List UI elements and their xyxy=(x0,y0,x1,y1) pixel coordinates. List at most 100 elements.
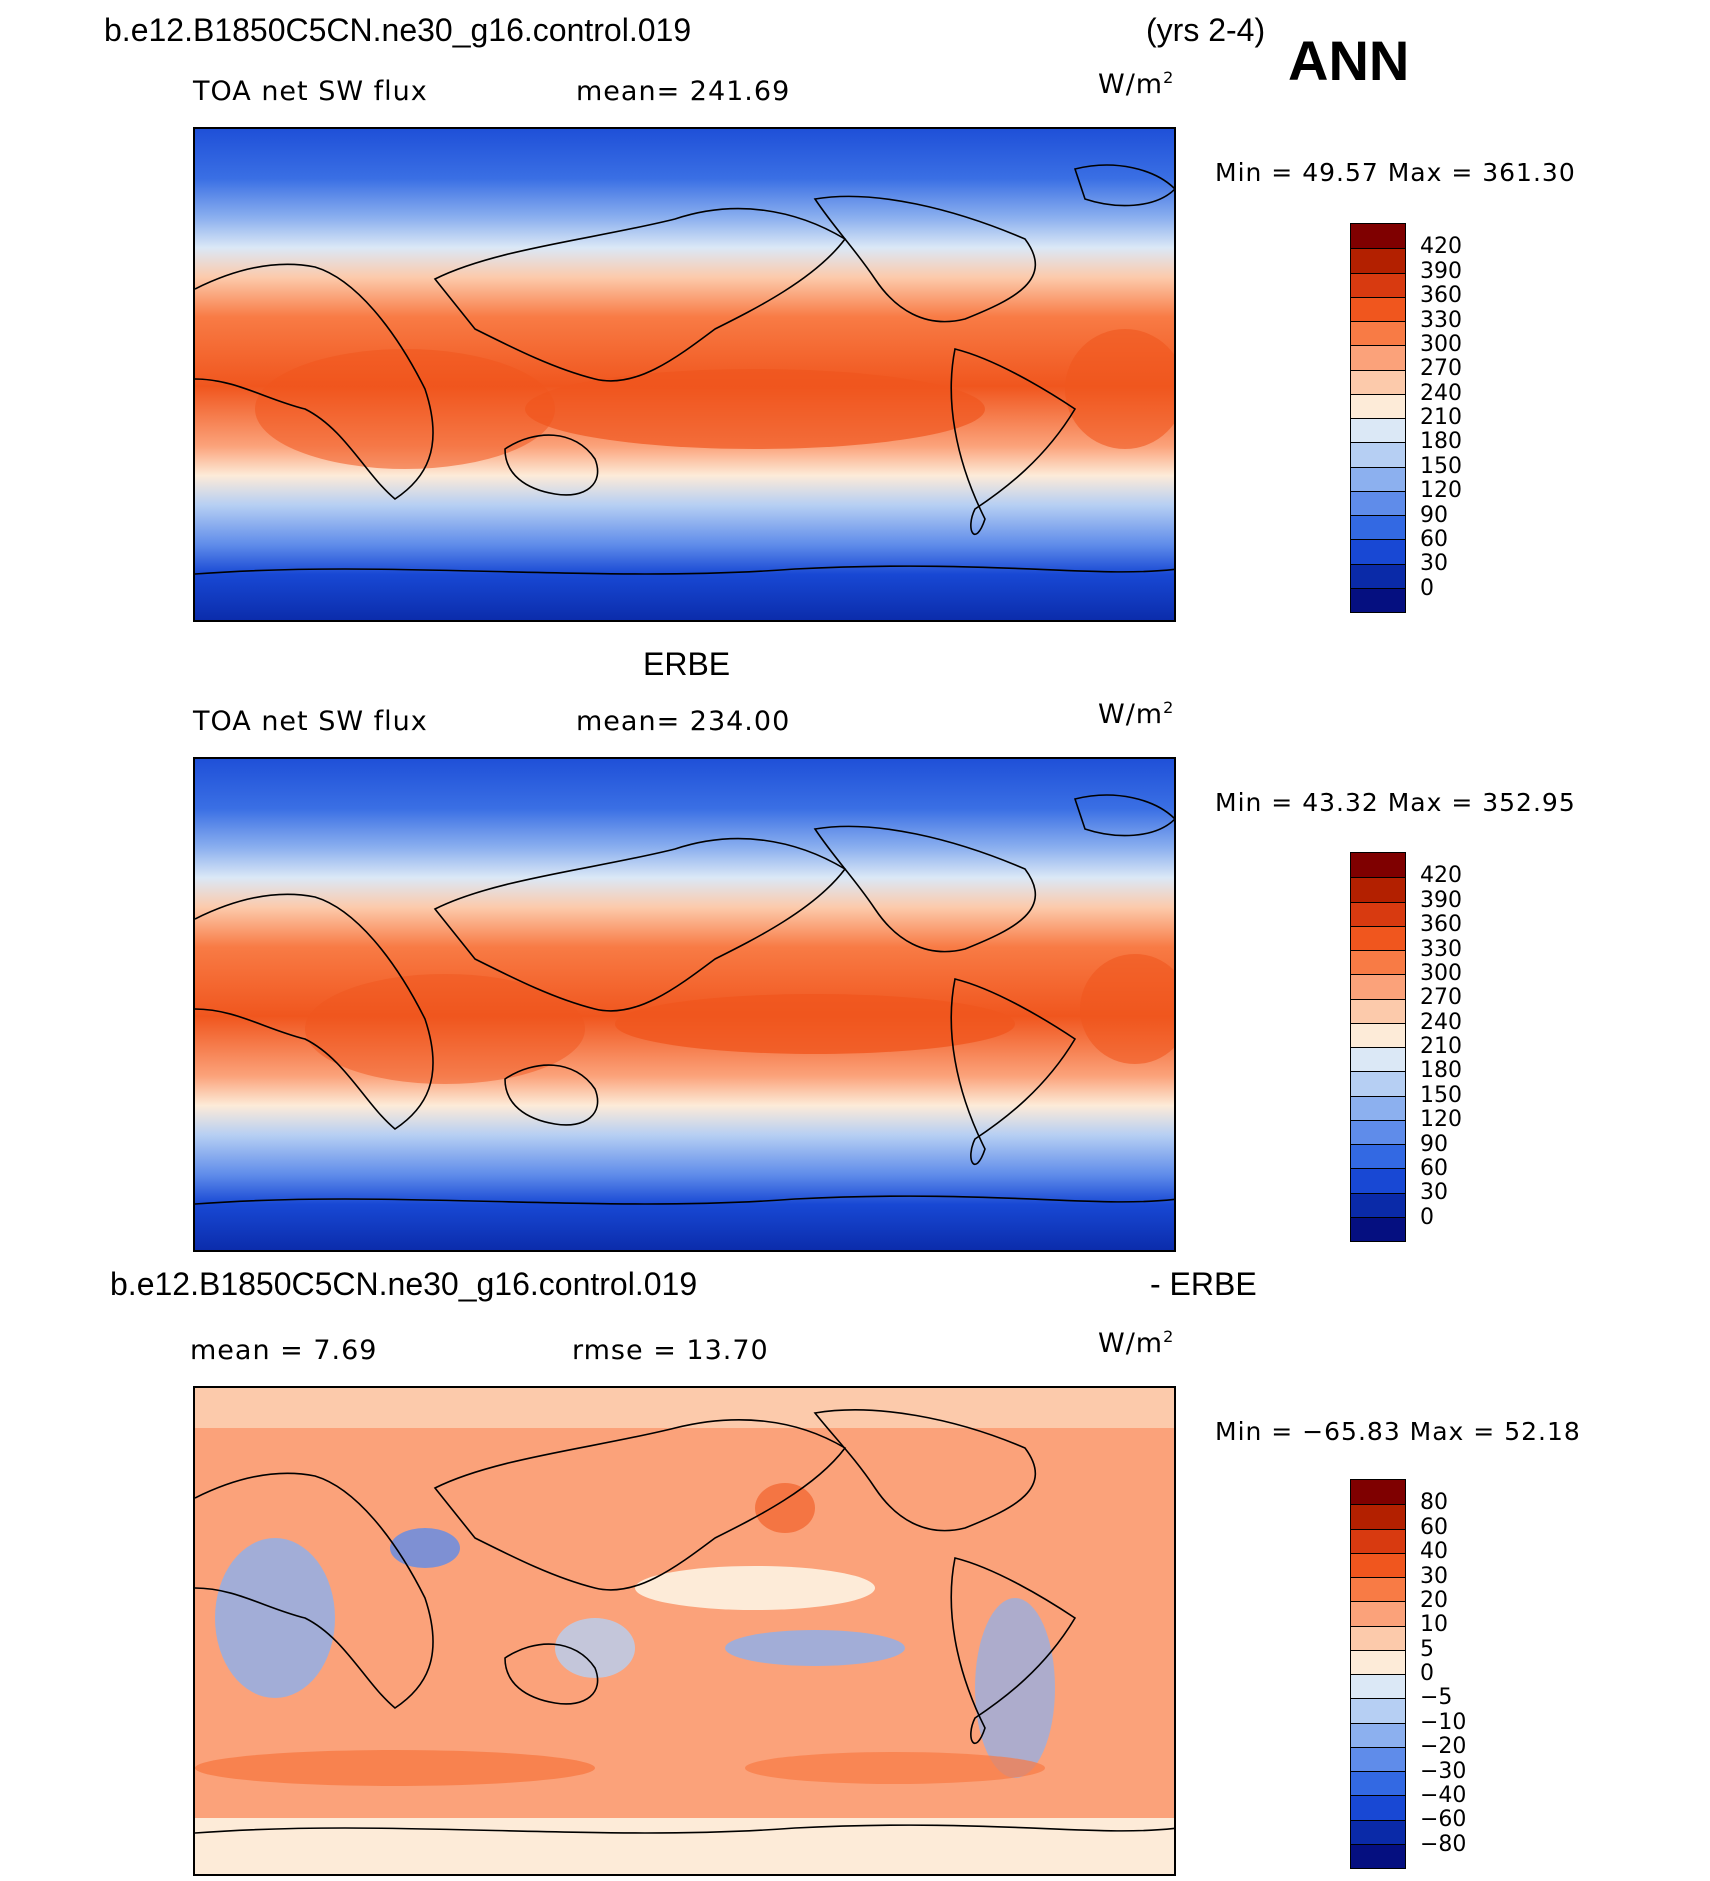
colorbar-swatch xyxy=(1351,321,1405,346)
colorbar-swatch xyxy=(1351,1819,1405,1844)
colorbar-swatch xyxy=(1351,1022,1405,1047)
colorbar-tick-label: 60 xyxy=(1420,526,1448,552)
colorbar-swatch xyxy=(1351,1698,1405,1723)
colorbar-tick-label: 180 xyxy=(1420,1058,1462,1084)
colorbar-swatch xyxy=(1351,950,1405,975)
colorbar-swatch xyxy=(1351,1071,1405,1096)
coastlines xyxy=(195,164,1174,575)
colorbar-swatch xyxy=(1351,1649,1405,1674)
coastlines xyxy=(195,1409,1174,1834)
colorbar-tick-label: 40 xyxy=(1420,1539,1448,1565)
colorbar-swatch xyxy=(1351,925,1405,950)
colorbar-tick-label: 10 xyxy=(1420,1612,1448,1638)
colorbar-tick-label: −30 xyxy=(1420,1758,1467,1784)
colorbar-swatch xyxy=(1351,587,1405,612)
colorbar-diff xyxy=(1350,1479,1406,1869)
colorbar-swatch xyxy=(1351,1843,1405,1868)
colorbar-tick-label: 30 xyxy=(1420,551,1448,577)
colorbar-swatch xyxy=(1351,515,1405,540)
colorbar-tick-label: 180 xyxy=(1420,429,1462,455)
colorbar-tick-label: 240 xyxy=(1420,380,1462,406)
colorbar-swatch xyxy=(1351,1746,1405,1771)
colorbar-tick-label: 240 xyxy=(1420,1009,1462,1035)
colorbar-erbe xyxy=(1350,852,1406,1242)
colorbar-tick-label: 30 xyxy=(1420,1180,1448,1206)
panel3-title-right: - ERBE xyxy=(1150,1266,1257,1302)
panel2-title: ERBE xyxy=(643,646,731,682)
panel2-minmax: Min = 43.32 Max = 352.95 xyxy=(1215,788,1576,817)
colorbar-swatch xyxy=(1351,1795,1405,1820)
colorbar-swatch xyxy=(1351,442,1405,467)
panel2-units: W/m2 xyxy=(1098,698,1175,730)
colorbar-swatch xyxy=(1351,1722,1405,1747)
season-label: ANN xyxy=(1288,29,1410,92)
colorbar-swatch xyxy=(1351,1674,1405,1699)
panel1-mean: mean= 241.69 xyxy=(576,76,791,107)
coastlines xyxy=(195,794,1174,1205)
colorbar-swatch xyxy=(1351,1504,1405,1529)
colorbar-tick-label: 360 xyxy=(1420,283,1462,309)
colorbar-swatch xyxy=(1351,1528,1405,1553)
colorbar-tick-label: 120 xyxy=(1420,1107,1462,1133)
map-model-svg xyxy=(195,129,1174,620)
colorbar-swatch xyxy=(1351,248,1405,273)
colorbar-tick-label: 90 xyxy=(1420,502,1448,528)
colorbar-tick-label: −10 xyxy=(1420,1709,1467,1735)
panel1-units: W/m2 xyxy=(1098,68,1175,100)
colorbar-tick-label: −60 xyxy=(1420,1807,1467,1833)
colorbar-swatch xyxy=(1351,490,1405,515)
colorbar-swatch xyxy=(1351,1119,1405,1144)
colorbar-tick-label: 300 xyxy=(1420,960,1462,986)
panel1-minmax: Min = 49.57 Max = 361.30 xyxy=(1215,158,1576,187)
colorbar-tick-label: −40 xyxy=(1420,1782,1467,1808)
colorbar-swatch xyxy=(1351,974,1405,999)
colorbar-tick-label: 5 xyxy=(1420,1636,1434,1662)
colorbar-swatch xyxy=(1351,1144,1405,1169)
colorbar-tick-label: 0 xyxy=(1420,1661,1434,1686)
colorbar-swatch xyxy=(1351,1168,1405,1193)
panel2-mean: mean= 234.00 xyxy=(576,706,791,737)
colorbar-swatch xyxy=(1351,418,1405,443)
colorbar-tick-label: 210 xyxy=(1420,405,1462,430)
colorbar-swatch xyxy=(1351,563,1405,588)
colorbar-model xyxy=(1350,223,1406,613)
colorbar-tick-label: 420 xyxy=(1420,863,1462,889)
case-title: b.e12.B1850C5CN.ne30_g16.control.019 xyxy=(104,12,692,48)
colorbar-tick-label: 270 xyxy=(1420,985,1462,1011)
panel3-units: W/m2 xyxy=(1098,1327,1175,1359)
colorbar-swatch xyxy=(1351,1577,1405,1602)
colorbar-tick-label: 120 xyxy=(1420,478,1462,504)
colorbar-tick-label: 330 xyxy=(1420,307,1462,333)
map-erbe-svg xyxy=(195,759,1174,1250)
colorbar-swatch xyxy=(1351,1625,1405,1650)
colorbar-swatch xyxy=(1351,877,1405,902)
colorbar-swatch xyxy=(1351,853,1405,878)
colorbar-swatch xyxy=(1351,1771,1405,1796)
colorbar-tick-label: 210 xyxy=(1420,1034,1462,1059)
map-panel-diff xyxy=(193,1386,1176,1876)
colorbar-swatch xyxy=(1351,901,1405,926)
colorbar-swatch xyxy=(1351,1480,1405,1505)
colorbar-swatch xyxy=(1351,1552,1405,1577)
colorbar-swatch xyxy=(1351,1216,1405,1241)
colorbar-tick-label: 60 xyxy=(1420,1514,1448,1540)
colorbar-swatch xyxy=(1351,998,1405,1023)
colorbar-tick-label: 420 xyxy=(1420,234,1462,260)
colorbar-swatch xyxy=(1351,224,1405,249)
panel3-title: b.e12.B1850C5CN.ne30_g16.control.019 xyxy=(110,1266,698,1302)
colorbar-swatch xyxy=(1351,393,1405,418)
colorbar-tick-label: −5 xyxy=(1420,1685,1453,1711)
colorbar-tick-label: 0 xyxy=(1420,1204,1434,1230)
colorbar-tick-label: 80 xyxy=(1420,1490,1448,1516)
colorbar-tick-label: 300 xyxy=(1420,331,1462,357)
map-diff-svg xyxy=(195,1388,1174,1874)
colorbar-tick-label: 270 xyxy=(1420,356,1462,382)
colorbar-swatch xyxy=(1351,296,1405,321)
colorbar-swatch xyxy=(1351,1601,1405,1626)
colorbar-swatch xyxy=(1351,345,1405,370)
colorbar-swatch xyxy=(1351,1047,1405,1072)
map-panel-model xyxy=(193,127,1176,622)
panel3-minmax: Min = −65.83 Max = 52.18 xyxy=(1215,1417,1581,1446)
colorbar-swatch xyxy=(1351,272,1405,297)
colorbar-tick-label: 60 xyxy=(1420,1155,1448,1181)
